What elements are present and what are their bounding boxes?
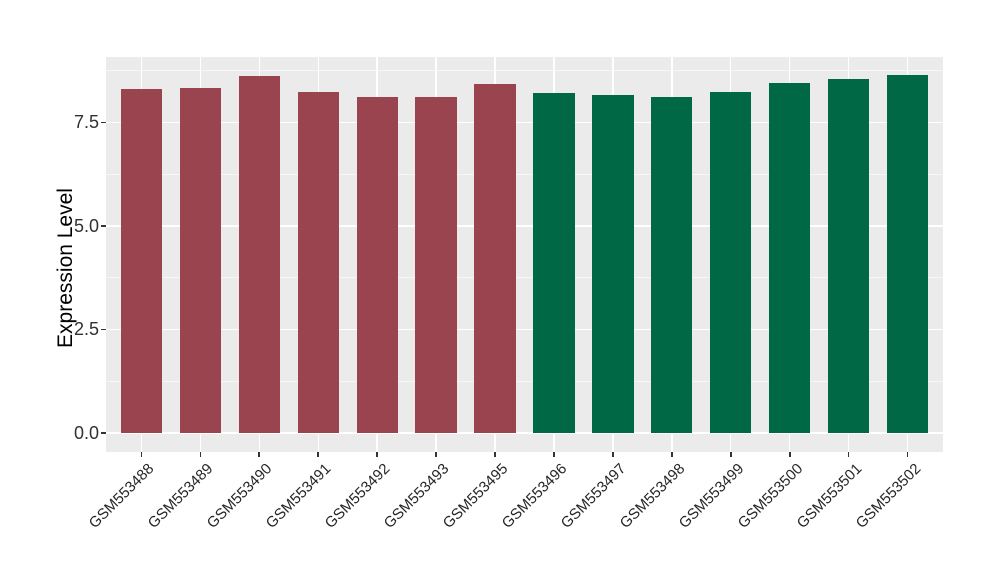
- bar-GSM553490: [238, 76, 280, 433]
- minor-gridline: [106, 173, 943, 175]
- bar-GSM553495: [474, 84, 516, 433]
- y-tick-mark: [101, 328, 106, 331]
- x-tick-mark: [435, 452, 437, 457]
- minor-gridline: [106, 70, 943, 72]
- bar-GSM553499: [710, 92, 752, 433]
- bar-GSM553496: [533, 93, 575, 433]
- bar-GSM553502: [887, 74, 929, 433]
- y-tick-label: 0.0: [73, 422, 99, 443]
- bar-GSM553497: [592, 95, 634, 433]
- x-tick-mark: [140, 452, 143, 457]
- bar-GSM553492: [356, 97, 398, 433]
- y-tick-label: 7.5: [73, 112, 99, 133]
- x-tick-mark: [376, 452, 378, 457]
- x-tick-mark: [199, 452, 202, 457]
- bar-GSM553491: [297, 91, 339, 433]
- x-tick-mark: [494, 452, 496, 457]
- x-tick-mark: [788, 452, 791, 457]
- major-gridline: [106, 225, 943, 227]
- y-tick-mark: [101, 225, 106, 227]
- x-tick-mark: [317, 452, 319, 457]
- bar-GSM553488: [120, 88, 162, 433]
- bar-GSM553489: [179, 88, 221, 433]
- major-gridline: [106, 121, 943, 124]
- x-tick-mark: [258, 452, 261, 457]
- bar-GSM553498: [651, 96, 693, 433]
- y-tick-mark: [101, 121, 106, 124]
- minor-gridline: [106, 380, 943, 382]
- x-tick-mark: [612, 452, 614, 457]
- minor-gridline: [106, 277, 943, 279]
- x-tick-mark: [906, 452, 909, 457]
- x-tick-mark: [553, 452, 555, 457]
- y-tick-label: 2.5: [73, 319, 99, 340]
- y-tick-label: 5.0: [73, 215, 99, 236]
- x-tick-mark: [671, 452, 673, 457]
- y-tick-mark: [101, 432, 106, 434]
- plot-panel: [106, 57, 943, 452]
- major-gridline: [106, 328, 943, 331]
- x-tick-mark: [730, 452, 732, 457]
- bar-GSM553500: [769, 83, 811, 433]
- major-gridline: [106, 432, 943, 434]
- x-tick-mark: [847, 452, 850, 457]
- bar-GSM553493: [415, 96, 457, 433]
- bar-GSM553501: [828, 79, 870, 433]
